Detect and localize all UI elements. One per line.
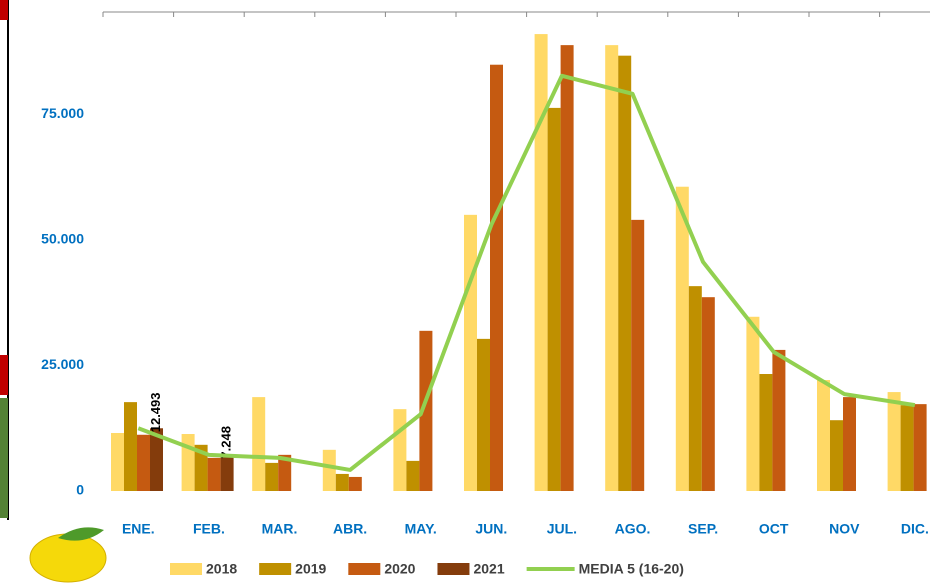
y-tick-label: 50.000 (41, 231, 84, 247)
bar (759, 374, 773, 491)
bar (830, 420, 843, 491)
legend-swatch (437, 563, 470, 575)
x-tick-label: SEP. (688, 521, 718, 537)
data-label: 7.248 (219, 426, 234, 459)
legend-label: 2018 (206, 561, 237, 577)
bar (887, 392, 901, 491)
side-block (0, 0, 8, 20)
lemon (29, 533, 107, 583)
bar (688, 286, 702, 491)
bar (464, 214, 477, 491)
bar (194, 444, 208, 491)
data-label: 12.493 (148, 393, 163, 433)
legend-label: 2019 (295, 561, 326, 577)
side-block (0, 398, 8, 518)
bar (207, 457, 221, 491)
bar (265, 462, 279, 491)
legend-swatch (259, 563, 292, 575)
x-tick-label: AGO. (615, 521, 651, 537)
x-tick-label: ABR. (333, 521, 367, 537)
bar (322, 449, 336, 491)
bar (348, 476, 362, 491)
bar (137, 434, 150, 491)
left-panel (0, 0, 8, 585)
line-series (137, 73, 916, 472)
bar (913, 404, 927, 491)
x-tick-label: MAR. (262, 521, 298, 537)
y-tick-label: 75.000 (41, 105, 84, 121)
bar (701, 297, 715, 491)
bar (560, 45, 574, 492)
x-tick-label: JUN. (475, 521, 507, 537)
y-tick-label: 25.000 (41, 356, 84, 372)
legend-label: 2021 (473, 561, 504, 577)
bar (111, 433, 124, 491)
x-tick-label: JUL. (547, 521, 577, 537)
legend-swatch (170, 563, 202, 575)
bar (220, 454, 234, 491)
bar (618, 55, 632, 491)
bar (252, 397, 266, 491)
bar (772, 349, 786, 491)
x-tick-label: NOV (829, 521, 860, 537)
x-tick-label: DIC. (901, 521, 929, 537)
leaf (58, 527, 104, 541)
bar (900, 405, 914, 491)
bar (335, 473, 349, 491)
x-tick-label: FEB. (193, 521, 225, 537)
bar (534, 34, 548, 492)
bar (150, 428, 163, 491)
bar (419, 330, 433, 491)
bar (817, 380, 830, 491)
x-tick-label: OCT (759, 521, 789, 537)
bar (393, 409, 407, 491)
bar (746, 316, 760, 491)
x-tick-label: ENE. (122, 521, 155, 537)
x-tick-label: MAY. (405, 521, 437, 537)
bar (675, 186, 689, 491)
y-tick-label: 0 (76, 482, 84, 498)
legend-swatch (348, 563, 381, 575)
lemon-icon (20, 520, 122, 585)
bar (631, 219, 645, 491)
bar (124, 402, 137, 491)
bar (406, 460, 420, 491)
bar (490, 64, 503, 491)
bar (181, 434, 195, 491)
legend-label: 2020 (384, 561, 415, 577)
bar (477, 338, 490, 491)
bar (843, 397, 856, 491)
bar (547, 107, 561, 492)
bar (278, 454, 292, 491)
bar (605, 45, 619, 492)
legend-label: MEDIA 5 (16-20) (579, 561, 684, 577)
side-block (0, 355, 8, 395)
